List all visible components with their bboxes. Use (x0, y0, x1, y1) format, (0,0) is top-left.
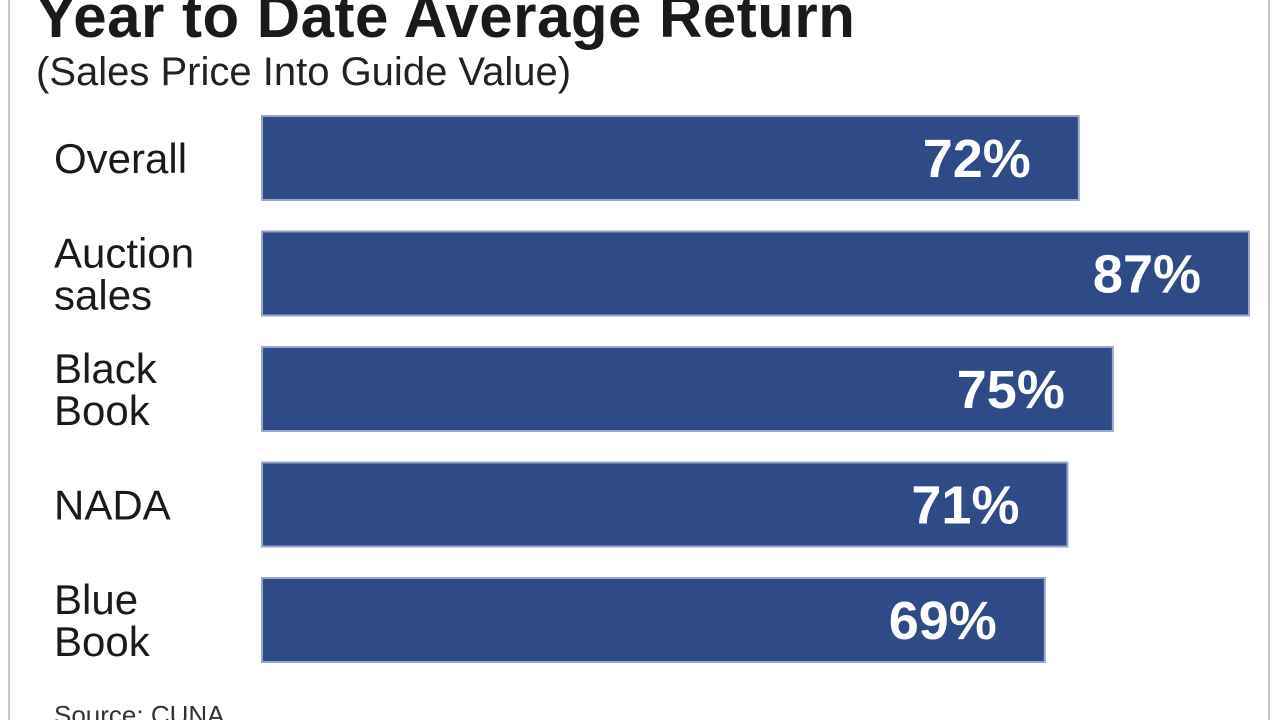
chart-subtitle: (Sales Price Into Guide Value) (36, 50, 572, 94)
value-label-0: 72% (923, 129, 1031, 189)
source-note: Source: CUNA (54, 700, 225, 720)
category-label-4: Blue Book (54, 576, 151, 665)
frame-right-border (1268, 0, 1270, 720)
category-label-3: NADA (54, 482, 171, 529)
value-label-4: 69% (889, 591, 997, 651)
value-label-2: 75% (957, 360, 1065, 420)
category-label-2: Black Book (54, 345, 158, 434)
bar-4 (261, 577, 1046, 663)
value-label-1: 87% (1093, 245, 1201, 305)
value-label-3: 71% (911, 476, 1019, 536)
frame-left-border (8, 0, 10, 720)
category-label-0: Overall (54, 135, 187, 182)
bar-0 (261, 115, 1080, 201)
bar-1 (261, 230, 1250, 317)
chart-title: Year to Date Average Return (36, 0, 856, 50)
bar-2 (261, 346, 1114, 432)
category-label-1: Auction sales (54, 230, 194, 319)
bar-3 (261, 461, 1069, 548)
